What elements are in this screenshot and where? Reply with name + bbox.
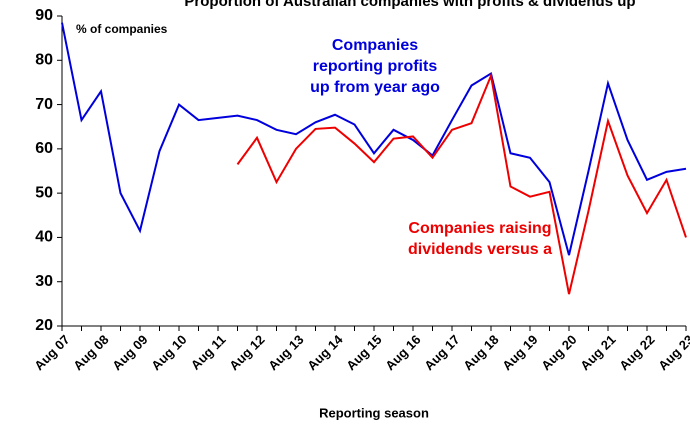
x-tick-label: Aug 13 (265, 332, 306, 373)
x-axis-label: Reporting season (319, 405, 429, 420)
y-tick-label: 50 (35, 184, 53, 201)
x-tick-label: Aug 20 (538, 332, 579, 373)
x-tick-label: Aug 21 (577, 332, 618, 373)
y-tick-label: 30 (35, 273, 53, 290)
annotation: Companies (332, 37, 418, 54)
annotation: Companies raising (408, 220, 551, 237)
y-tick-label: 90 (35, 7, 53, 24)
x-tick-label: Aug 22 (616, 332, 657, 373)
annotation: up from year ago (310, 79, 440, 96)
x-tick-label: Aug 17 (421, 332, 462, 373)
x-tick-label: Aug 12 (226, 332, 267, 373)
x-tick-label: Aug 23 (655, 332, 690, 373)
x-tick-label: Aug 07 (31, 332, 72, 373)
y-tick-label: 80 (35, 52, 53, 69)
x-tick-label: Aug 10 (148, 332, 189, 373)
x-tick-label: Aug 19 (499, 332, 540, 373)
y-tick-label: 20 (35, 317, 53, 334)
x-tick-label: Aug 15 (343, 332, 384, 373)
x-tick-label: Aug 16 (382, 332, 423, 373)
x-tick-label: Aug 08 (70, 332, 111, 373)
x-tick-label: Aug 18 (460, 332, 501, 373)
x-tick-label: Aug 11 (188, 332, 229, 373)
annotation: reporting profits (313, 58, 438, 75)
series-line (61, 22, 687, 256)
chart-title: Proportion of Australian companies with … (184, 0, 635, 10)
annotation: dividends versus a (408, 241, 552, 258)
y-axis-label: % of companies (76, 22, 168, 36)
x-tick-label: Aug 09 (109, 332, 150, 373)
series-line (236, 72, 687, 295)
y-tick-label: 60 (35, 140, 53, 157)
x-tick-label: Aug 14 (304, 331, 346, 373)
y-tick-label: 70 (35, 96, 53, 113)
y-tick-label: 40 (35, 229, 53, 246)
